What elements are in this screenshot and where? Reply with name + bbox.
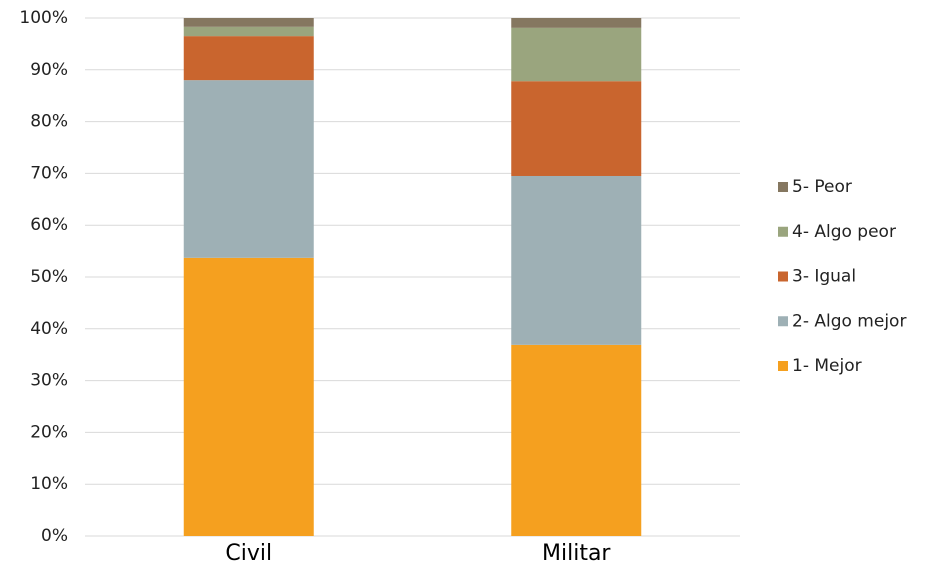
- legend-label: 5- Peor: [792, 177, 852, 197]
- legend-label: 4- Algo peor: [792, 222, 896, 242]
- legend-label: 2- Algo mejor: [792, 311, 906, 331]
- y-tick-label: 70%: [30, 163, 68, 183]
- y-tick-label: 90%: [30, 60, 68, 80]
- bar-segment: [511, 81, 642, 176]
- bar-segment: [183, 36, 314, 81]
- y-tick-label: 100%: [19, 8, 68, 28]
- x-tick-label: Militar: [542, 541, 611, 566]
- y-tick-label: 10%: [30, 474, 68, 494]
- y-tick-label: 60%: [30, 215, 68, 235]
- y-tick-label: 0%: [41, 526, 68, 546]
- y-tick-label: 50%: [30, 267, 68, 287]
- y-tick-label: 20%: [30, 422, 68, 442]
- bar-segment: [183, 80, 314, 258]
- bar-segment: [183, 257, 314, 536]
- legend-swatch: [778, 361, 788, 371]
- bar-segment: [511, 344, 642, 536]
- legend-swatch: [778, 316, 788, 327]
- bar-segment: [183, 26, 314, 37]
- y-tick-label: 80%: [30, 112, 68, 132]
- legend-label: 1- Mejor: [792, 356, 862, 376]
- bar-segment: [511, 18, 642, 28]
- legend-swatch: [778, 226, 788, 237]
- bar-segment: [183, 18, 314, 27]
- x-tick-label: Civil: [225, 541, 272, 566]
- legend-swatch: [778, 182, 788, 192]
- bar-segment: [511, 27, 642, 82]
- legend-label: 3- Igual: [792, 267, 856, 287]
- y-tick-label: 40%: [30, 319, 68, 339]
- bar-segment: [511, 175, 642, 345]
- y-tick-label: 30%: [30, 371, 68, 391]
- legend-swatch: [778, 271, 788, 282]
